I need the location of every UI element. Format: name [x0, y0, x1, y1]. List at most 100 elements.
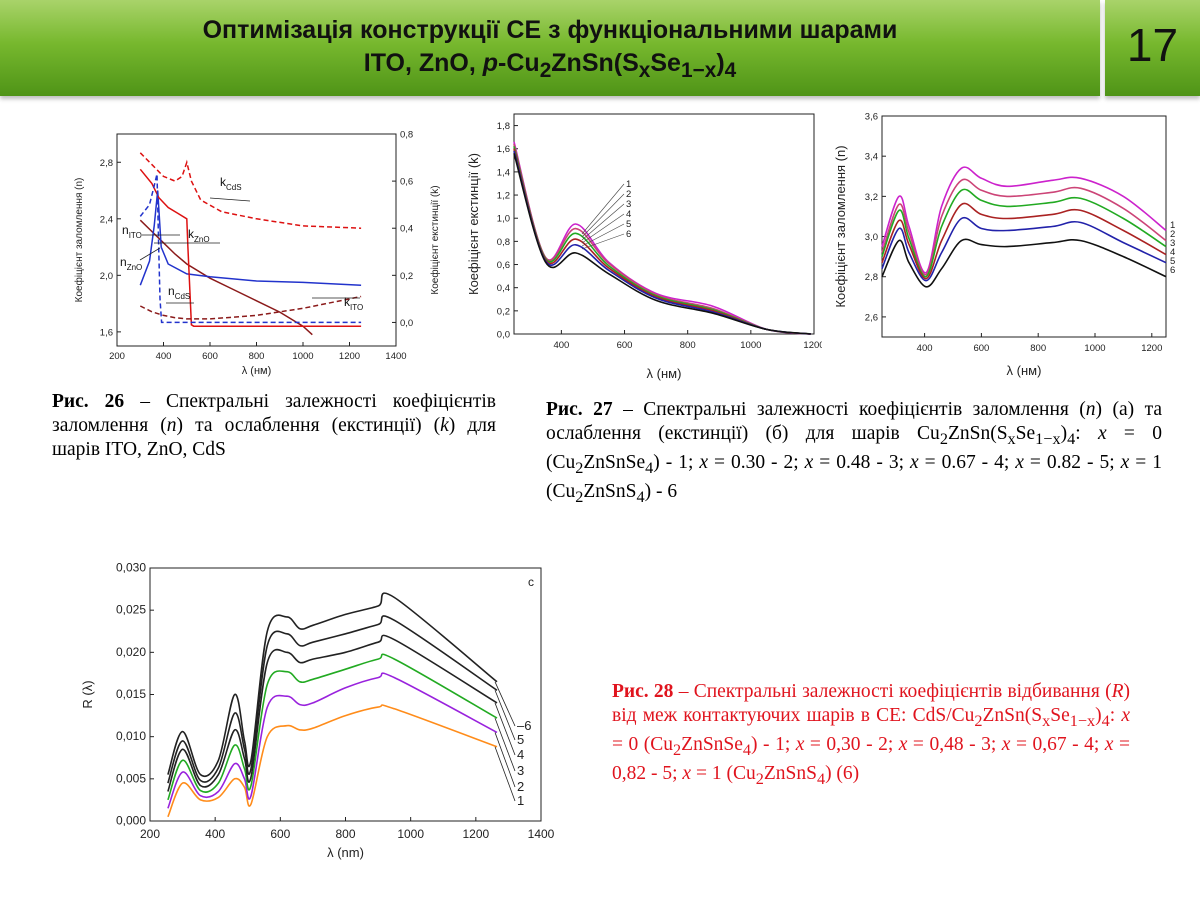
fig28-v2: = 0,30 - 2;: [804, 733, 899, 755]
fig28-xlabel: λ (nm): [327, 845, 364, 860]
fig27a-ytick-label-2: 3,0: [865, 232, 878, 243]
slide-title-line-2: ITO, ZnO, p-Cu2ZnSn(SxSe1−x)4: [0, 47, 1100, 87]
fig27-t3: ZnSn(S: [947, 423, 1008, 444]
fig28-series-5: [167, 615, 498, 784]
title-sub-x: x: [638, 59, 651, 82]
fig28-s6: 4: [742, 740, 752, 759]
fig28-r: R: [1111, 681, 1124, 702]
fig28-x3: x: [898, 733, 908, 755]
fig26-y2tick-label-3: 0,6: [400, 177, 413, 188]
fig28-legend-label-3: 3: [517, 763, 524, 778]
fig27-v6c: ) - 6: [644, 480, 678, 502]
fig26-y2tick-label-2: 0,4: [400, 224, 413, 235]
fig27-v2: = 0.30 - 2;: [708, 451, 805, 473]
fig27-t4: Se: [1015, 423, 1036, 444]
fig28-ytick-label-6: 0,030: [116, 561, 146, 575]
fig27b-legend-leader-5: [581, 223, 625, 247]
fig27a-series-2: [881, 178, 1167, 276]
fig26-annot-k-ito-label: kITO: [344, 295, 363, 312]
fig28-legend-label-1: 1: [517, 793, 524, 808]
fig28-xtick-label-6: 1400: [528, 827, 555, 841]
fig28-s1: 2: [974, 711, 983, 730]
fig27b-xtick-label-1: 600: [617, 340, 633, 351]
fig27-s4: 4: [1067, 429, 1076, 448]
fig27b-ytick-label-9: 1,8: [497, 121, 510, 132]
fig28-v1b: ZnSnSe: [681, 733, 743, 755]
fig27a-xlabel: λ (нм): [1007, 363, 1042, 378]
fig28-ytick-label-2: 0,010: [116, 729, 146, 743]
fig27b-xtick-label-2: 800: [680, 340, 696, 351]
fig28-v1: = 0 (Cu: [612, 733, 674, 755]
fig27-v4: = 0.67 - 4;: [918, 451, 1016, 473]
fig27a-legend-label-5: 5: [1170, 256, 1175, 267]
fig27-v3: = 0.48 - 3;: [813, 451, 910, 473]
fig26-xtick-label-6: 1400: [385, 351, 406, 362]
fig27-caption: Рис. 27 – Спектральні залежності коефіці…: [546, 398, 1162, 509]
fig27-v1c: ) - 1;: [653, 451, 700, 473]
fig28-xtick-label-3: 800: [335, 827, 355, 841]
fig28-panel-label: c: [528, 575, 534, 589]
fig28-s8: 4: [816, 769, 826, 788]
fig27b-plot-frame: [513, 113, 815, 335]
fig28-s2: x: [1042, 711, 1051, 730]
fig26-annot-n-cds-label: nCdS: [168, 284, 190, 301]
fig28-xtick-label-5: 1200: [462, 827, 489, 841]
fig26-annot-k-zno-label: kZnO: [188, 227, 210, 244]
fig27b-xtick-label-3: 1000: [740, 340, 761, 351]
title-text-e: ): [716, 49, 725, 77]
fig28-series-1: [167, 704, 498, 818]
fig27b-series-1: [513, 141, 811, 335]
fig28-v6c: ) (6): [825, 762, 860, 784]
fig27b-legend-label-5: 5: [626, 219, 631, 230]
fig27a-ytick-label-5: 3,6: [865, 112, 878, 123]
fig27a-legend-label-1: 1: [1170, 220, 1175, 231]
fig27b-ytick-label-6: 1,2: [497, 191, 510, 202]
fig27b-ytick-label-7: 1,4: [497, 167, 510, 178]
fig27a-legend-label-6: 6: [1170, 265, 1175, 276]
fig28-t3: ZnSn(S: [982, 705, 1043, 726]
fig27a-series-5: [881, 216, 1167, 282]
fig27a-plot-frame: [881, 115, 1167, 338]
fig28-series-6: [167, 592, 498, 778]
fig26-caption-label: Рис. 26: [52, 391, 125, 412]
fig27b-chart: 400 600 800 1000 1200 0,0 0,2 0,4 0,6 0,8 1,0 1,2 1,…: [466, 113, 822, 381]
fig26-annot-n-ito-label: nITO: [122, 223, 142, 240]
title-text-a: ITO, ZnO,: [363, 49, 483, 77]
fig27a-xtick-label-2: 800: [1030, 343, 1046, 354]
fig28-ytick-label-0: 0,000: [116, 814, 146, 828]
fig27-s8: 4: [636, 487, 645, 506]
fig26-ytick-label-2: 2,4: [100, 214, 113, 225]
fig28-ytick-label-1: 0,005: [116, 771, 146, 785]
fig27a-series-4: [881, 202, 1167, 280]
fig27a-legend-label-3: 3: [1170, 238, 1175, 249]
fig27-caption-label: Рис. 27: [546, 399, 613, 420]
fig26-y2tick-label-4: 0,8: [400, 130, 413, 141]
fig27a-xtick-label-4: 1200: [1141, 343, 1162, 354]
fig27a-ylabel: Коефіцієнт заломлення (n): [833, 145, 848, 307]
fig28-chart: 200 400 600 800 1000 1200 1400 0,000 0,005 0,010 0…: [80, 561, 555, 861]
fig27b-legend-leader-6: [581, 233, 625, 250]
fig27-v1b: ZnSnSe: [583, 451, 646, 473]
fig27-t1: – Спектральні залежності коефіцієнтів за…: [612, 399, 1086, 420]
fig27b-legend-leader-2: [581, 193, 625, 238]
fig28-series-2: [167, 672, 498, 809]
fig26-ytick-label-3: 2,8: [100, 158, 113, 169]
fig27b-ytick-label-8: 1,6: [497, 144, 510, 155]
slide-number-box: 17: [1105, 0, 1200, 96]
fig26-xlabel: λ (нм): [242, 365, 272, 377]
fig28-v6b: ZnSnS: [763, 762, 817, 784]
fig28-legend-leader-4: [494, 702, 516, 756]
fig26-ylabel: Коефіцієнт заломлення (n): [73, 178, 85, 303]
fig28-series-3: [167, 653, 498, 801]
fig28-legend-label-4: 4: [517, 747, 524, 762]
fig28-legend-label-2: 2: [517, 779, 524, 794]
title-sub-2: 2: [539, 59, 552, 82]
title-text-d: Se: [650, 49, 681, 77]
fig28-s7: 2: [755, 769, 764, 788]
fig26-chart: 200 400 600 800 1000 1200 1400 1,6 2,0 2,4 2,8 0,0 0…: [73, 130, 441, 378]
fig28-ytick-label-3: 0,015: [116, 687, 146, 701]
fig28-t6: :: [1109, 705, 1122, 726]
fig26-caption-text-3: ) для шарів ITO, ZnO, CdS: [52, 415, 496, 460]
fig27b-legend-leader-4: [581, 213, 625, 244]
fig26-series-n_ZnO: [139, 190, 362, 286]
